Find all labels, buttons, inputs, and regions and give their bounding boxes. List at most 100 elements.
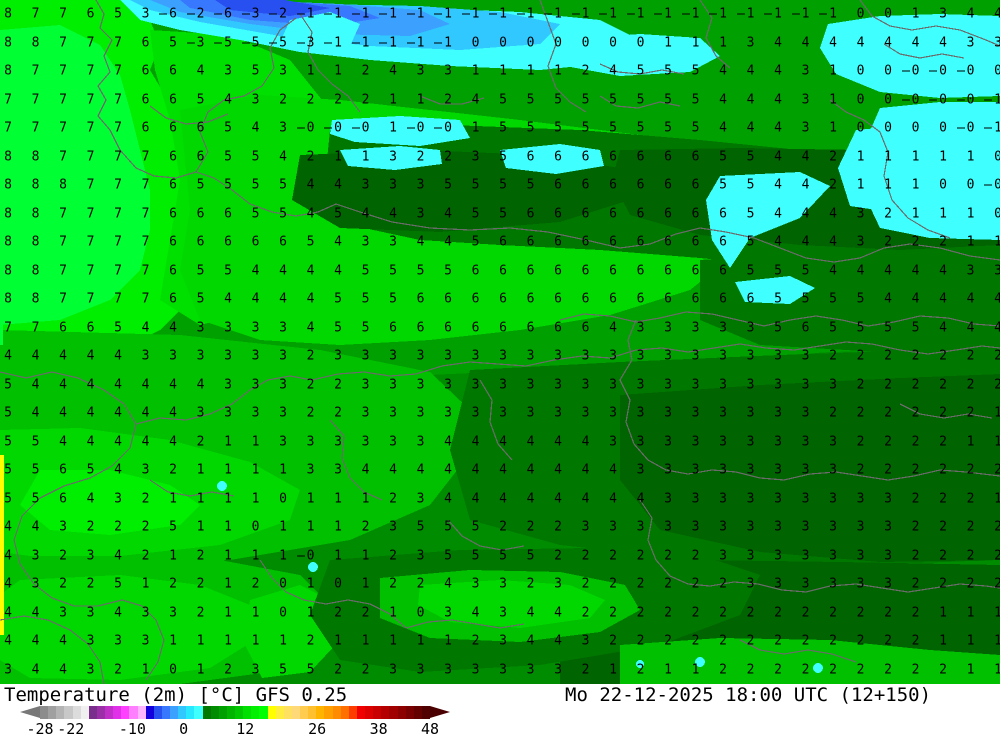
grid-value: 3	[719, 519, 727, 535]
grid-value: 1	[966, 605, 975, 620]
negative-sign	[929, 70, 937, 72]
grid-value: 2	[829, 633, 837, 649]
colorbar-swatch	[64, 706, 73, 719]
grid-value: 2	[361, 63, 370, 79]
grid-value: 4	[829, 263, 837, 278]
grid-value: 6	[141, 120, 150, 136]
grid-value: 3	[251, 377, 260, 392]
grid-value: 4	[829, 234, 837, 250]
grid-value: 2	[939, 348, 947, 364]
grid-value: 1	[306, 519, 315, 535]
grid-value: 4	[471, 434, 480, 449]
grid-value: 1	[994, 633, 1000, 649]
grid-value: 1	[224, 576, 232, 592]
grid-value: 0	[526, 35, 535, 50]
grid-value: 0	[856, 120, 865, 136]
grid-value: 3	[471, 576, 480, 592]
band-cyan-mid1	[330, 116, 470, 146]
grid-value: 3	[224, 348, 232, 364]
negative-sign	[296, 42, 305, 43]
grid-value: 4	[196, 377, 205, 392]
grid-value: 8	[31, 291, 40, 307]
grid-value: 4	[581, 462, 590, 478]
grid-value: 3	[801, 120, 810, 136]
grid-value: 3	[389, 149, 397, 164]
grid-value: 2	[444, 149, 452, 164]
colorbar-swatch	[194, 706, 203, 719]
grid-value: 3	[86, 633, 95, 649]
grid-value: 2	[416, 149, 425, 164]
grid-value: 6	[554, 206, 562, 221]
grid-value: 2	[856, 462, 865, 478]
grid-value: 2	[801, 662, 810, 677]
grid-value: 1	[994, 120, 1000, 136]
grid-value: 4	[361, 206, 370, 221]
grid-value: 3	[196, 35, 205, 50]
grid-value: 5	[444, 548, 452, 563]
colorbar-swatch	[96, 706, 105, 719]
grid-value: 6	[526, 149, 535, 164]
grid-value: 3	[801, 63, 810, 79]
grid-value: 2	[554, 548, 562, 563]
grid-value: 8	[31, 177, 40, 193]
band-2d	[700, 252, 1000, 352]
band-5f	[620, 638, 1000, 684]
grid-value: 5	[471, 206, 480, 221]
grid-value: 1	[499, 63, 507, 79]
grid-value: 7	[86, 206, 95, 221]
negative-sign	[434, 42, 442, 43]
negative-sign	[214, 13, 222, 15]
cyan-speck-5	[813, 663, 823, 673]
grid-value: 8	[4, 291, 12, 307]
grid-value: 5	[499, 92, 507, 107]
temperature-map[interactable]: 8 7 7 6 5 3 6 2 6 3 2 1 1 1 1 1 1 1 1 1 1 1 1 1 1 1 1 1 1 1 1 0 0 1 3 4 4 8 8 7…	[0, 0, 1000, 684]
grid-value: 4	[251, 291, 260, 307]
grid-value: 2	[939, 462, 947, 478]
grid-value: 6	[719, 291, 727, 307]
grid-value: 5	[114, 320, 122, 335]
grid-value: 0	[939, 120, 947, 136]
grid-value: 4	[169, 377, 177, 392]
grid-value: 6	[169, 149, 177, 164]
grid-value: 2	[939, 377, 947, 392]
grid-value: 1	[939, 206, 947, 221]
grid-value: 1	[691, 35, 700, 50]
grid-value: 2	[966, 576, 975, 592]
grid-value: 2	[361, 519, 370, 535]
grid-value: 3	[471, 348, 480, 364]
grid-value: 4	[526, 462, 535, 478]
grid-value: 3	[554, 348, 562, 364]
grid-value: 6	[169, 291, 177, 307]
grid-value: 2	[856, 605, 865, 620]
grid-value: 4	[719, 120, 727, 136]
grid-value: 4	[856, 35, 865, 50]
grid-value: 1	[334, 491, 342, 506]
grid-value: 3	[774, 491, 782, 506]
grid-value: 1	[389, 35, 397, 50]
colorbar-swatch	[373, 706, 382, 719]
grid-value: 1	[939, 605, 947, 620]
grid-value: 6	[499, 234, 507, 250]
grid-value: 2	[911, 519, 920, 535]
grid-value: 6	[581, 177, 590, 193]
grid-value: 5	[581, 92, 590, 107]
grid-value: 3	[224, 405, 232, 421]
grid-value: 4	[306, 291, 315, 307]
negative-sign	[489, 13, 497, 15]
grid-value: 2	[691, 576, 700, 592]
grid-value: 4	[994, 6, 1000, 22]
grid-value: 3	[471, 149, 480, 164]
grid-value: 2	[279, 92, 287, 107]
grid-value: 3	[416, 662, 425, 677]
grid-value: 5	[86, 462, 95, 478]
grid-value: 6	[801, 320, 810, 335]
grid-value: 3	[444, 63, 452, 79]
grid-value: 5	[31, 434, 40, 449]
grid-value: 3	[114, 491, 122, 506]
grid-value: 4	[719, 63, 727, 79]
grid-value: 6	[416, 320, 425, 335]
grid-value: 1	[224, 548, 232, 563]
grid-value: 6	[664, 206, 672, 221]
grid-value: 5	[829, 320, 837, 335]
grid-value: 1	[334, 633, 342, 649]
